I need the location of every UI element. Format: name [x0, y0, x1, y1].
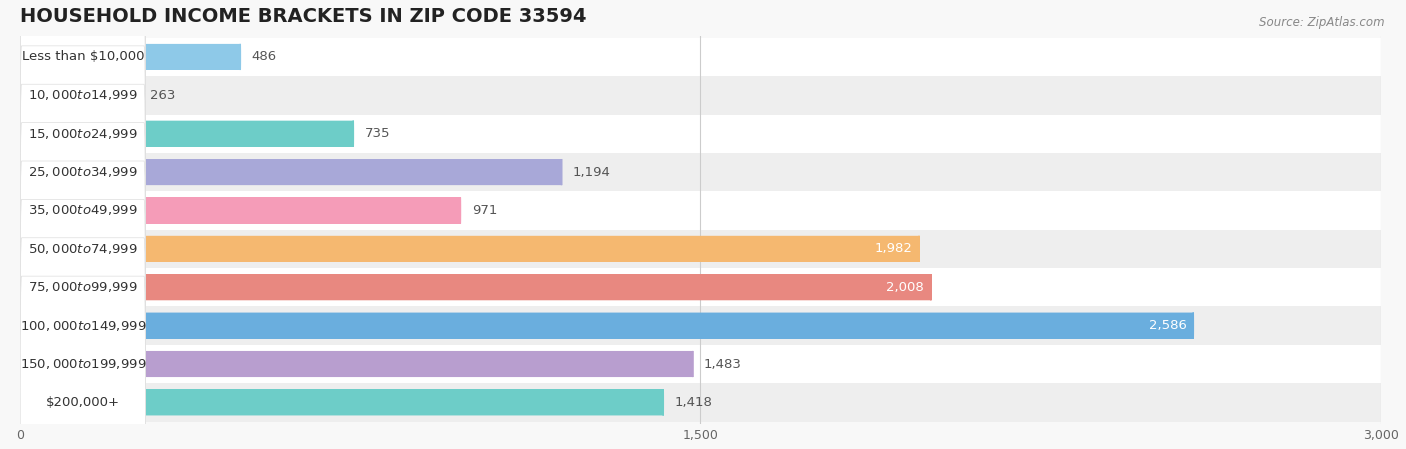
Text: $150,000 to $199,999: $150,000 to $199,999 [20, 357, 146, 371]
Bar [20, 306, 1381, 345]
FancyBboxPatch shape [20, 84, 145, 337]
Bar [20, 153, 1381, 191]
Text: Source: ZipAtlas.com: Source: ZipAtlas.com [1260, 16, 1385, 29]
Bar [20, 383, 1381, 422]
Text: 1,418: 1,418 [675, 396, 713, 409]
Text: $100,000 to $149,999: $100,000 to $149,999 [20, 319, 146, 333]
Bar [20, 114, 1381, 153]
Bar [20, 268, 1381, 306]
FancyBboxPatch shape [20, 46, 145, 298]
Text: Less than $10,000: Less than $10,000 [21, 50, 143, 63]
Text: $10,000 to $14,999: $10,000 to $14,999 [28, 88, 138, 102]
FancyBboxPatch shape [20, 313, 1194, 339]
FancyBboxPatch shape [20, 161, 145, 414]
FancyBboxPatch shape [20, 198, 460, 224]
FancyBboxPatch shape [20, 276, 145, 449]
Bar [20, 38, 1381, 76]
Text: $35,000 to $49,999: $35,000 to $49,999 [28, 203, 138, 217]
Text: 1,194: 1,194 [572, 166, 610, 179]
Text: 971: 971 [471, 204, 498, 217]
FancyBboxPatch shape [20, 351, 693, 377]
FancyBboxPatch shape [20, 159, 561, 185]
FancyBboxPatch shape [20, 121, 353, 147]
FancyBboxPatch shape [20, 274, 931, 300]
FancyBboxPatch shape [20, 44, 240, 70]
FancyBboxPatch shape [20, 159, 561, 185]
Text: 263: 263 [150, 89, 176, 102]
FancyBboxPatch shape [20, 44, 240, 70]
Text: 1,982: 1,982 [875, 242, 912, 255]
FancyBboxPatch shape [20, 82, 139, 108]
Text: $15,000 to $24,999: $15,000 to $24,999 [28, 127, 138, 141]
Text: $200,000+: $200,000+ [46, 396, 120, 409]
FancyBboxPatch shape [20, 123, 145, 375]
FancyBboxPatch shape [20, 238, 145, 449]
Text: 735: 735 [364, 127, 389, 140]
FancyBboxPatch shape [20, 389, 664, 415]
FancyBboxPatch shape [20, 198, 460, 224]
Text: $50,000 to $74,999: $50,000 to $74,999 [28, 242, 138, 256]
Text: 486: 486 [252, 50, 277, 63]
FancyBboxPatch shape [20, 389, 664, 415]
FancyBboxPatch shape [20, 8, 145, 260]
FancyBboxPatch shape [20, 199, 145, 449]
Text: 1,483: 1,483 [704, 357, 742, 370]
Bar [20, 191, 1381, 230]
Text: HOUSEHOLD INCOME BRACKETS IN ZIP CODE 33594: HOUSEHOLD INCOME BRACKETS IN ZIP CODE 33… [20, 7, 586, 26]
Bar [20, 76, 1381, 114]
Text: 2,586: 2,586 [1149, 319, 1187, 332]
Text: $75,000 to $99,999: $75,000 to $99,999 [28, 280, 138, 294]
FancyBboxPatch shape [20, 236, 920, 262]
Text: 2,008: 2,008 [886, 281, 924, 294]
FancyBboxPatch shape [20, 121, 353, 147]
FancyBboxPatch shape [20, 274, 931, 300]
FancyBboxPatch shape [20, 0, 145, 183]
FancyBboxPatch shape [20, 351, 693, 377]
Text: $25,000 to $34,999: $25,000 to $34,999 [28, 165, 138, 179]
Bar [20, 230, 1381, 268]
FancyBboxPatch shape [20, 313, 1194, 339]
FancyBboxPatch shape [20, 82, 139, 108]
FancyBboxPatch shape [20, 0, 145, 221]
Bar [20, 345, 1381, 383]
FancyBboxPatch shape [20, 236, 920, 262]
